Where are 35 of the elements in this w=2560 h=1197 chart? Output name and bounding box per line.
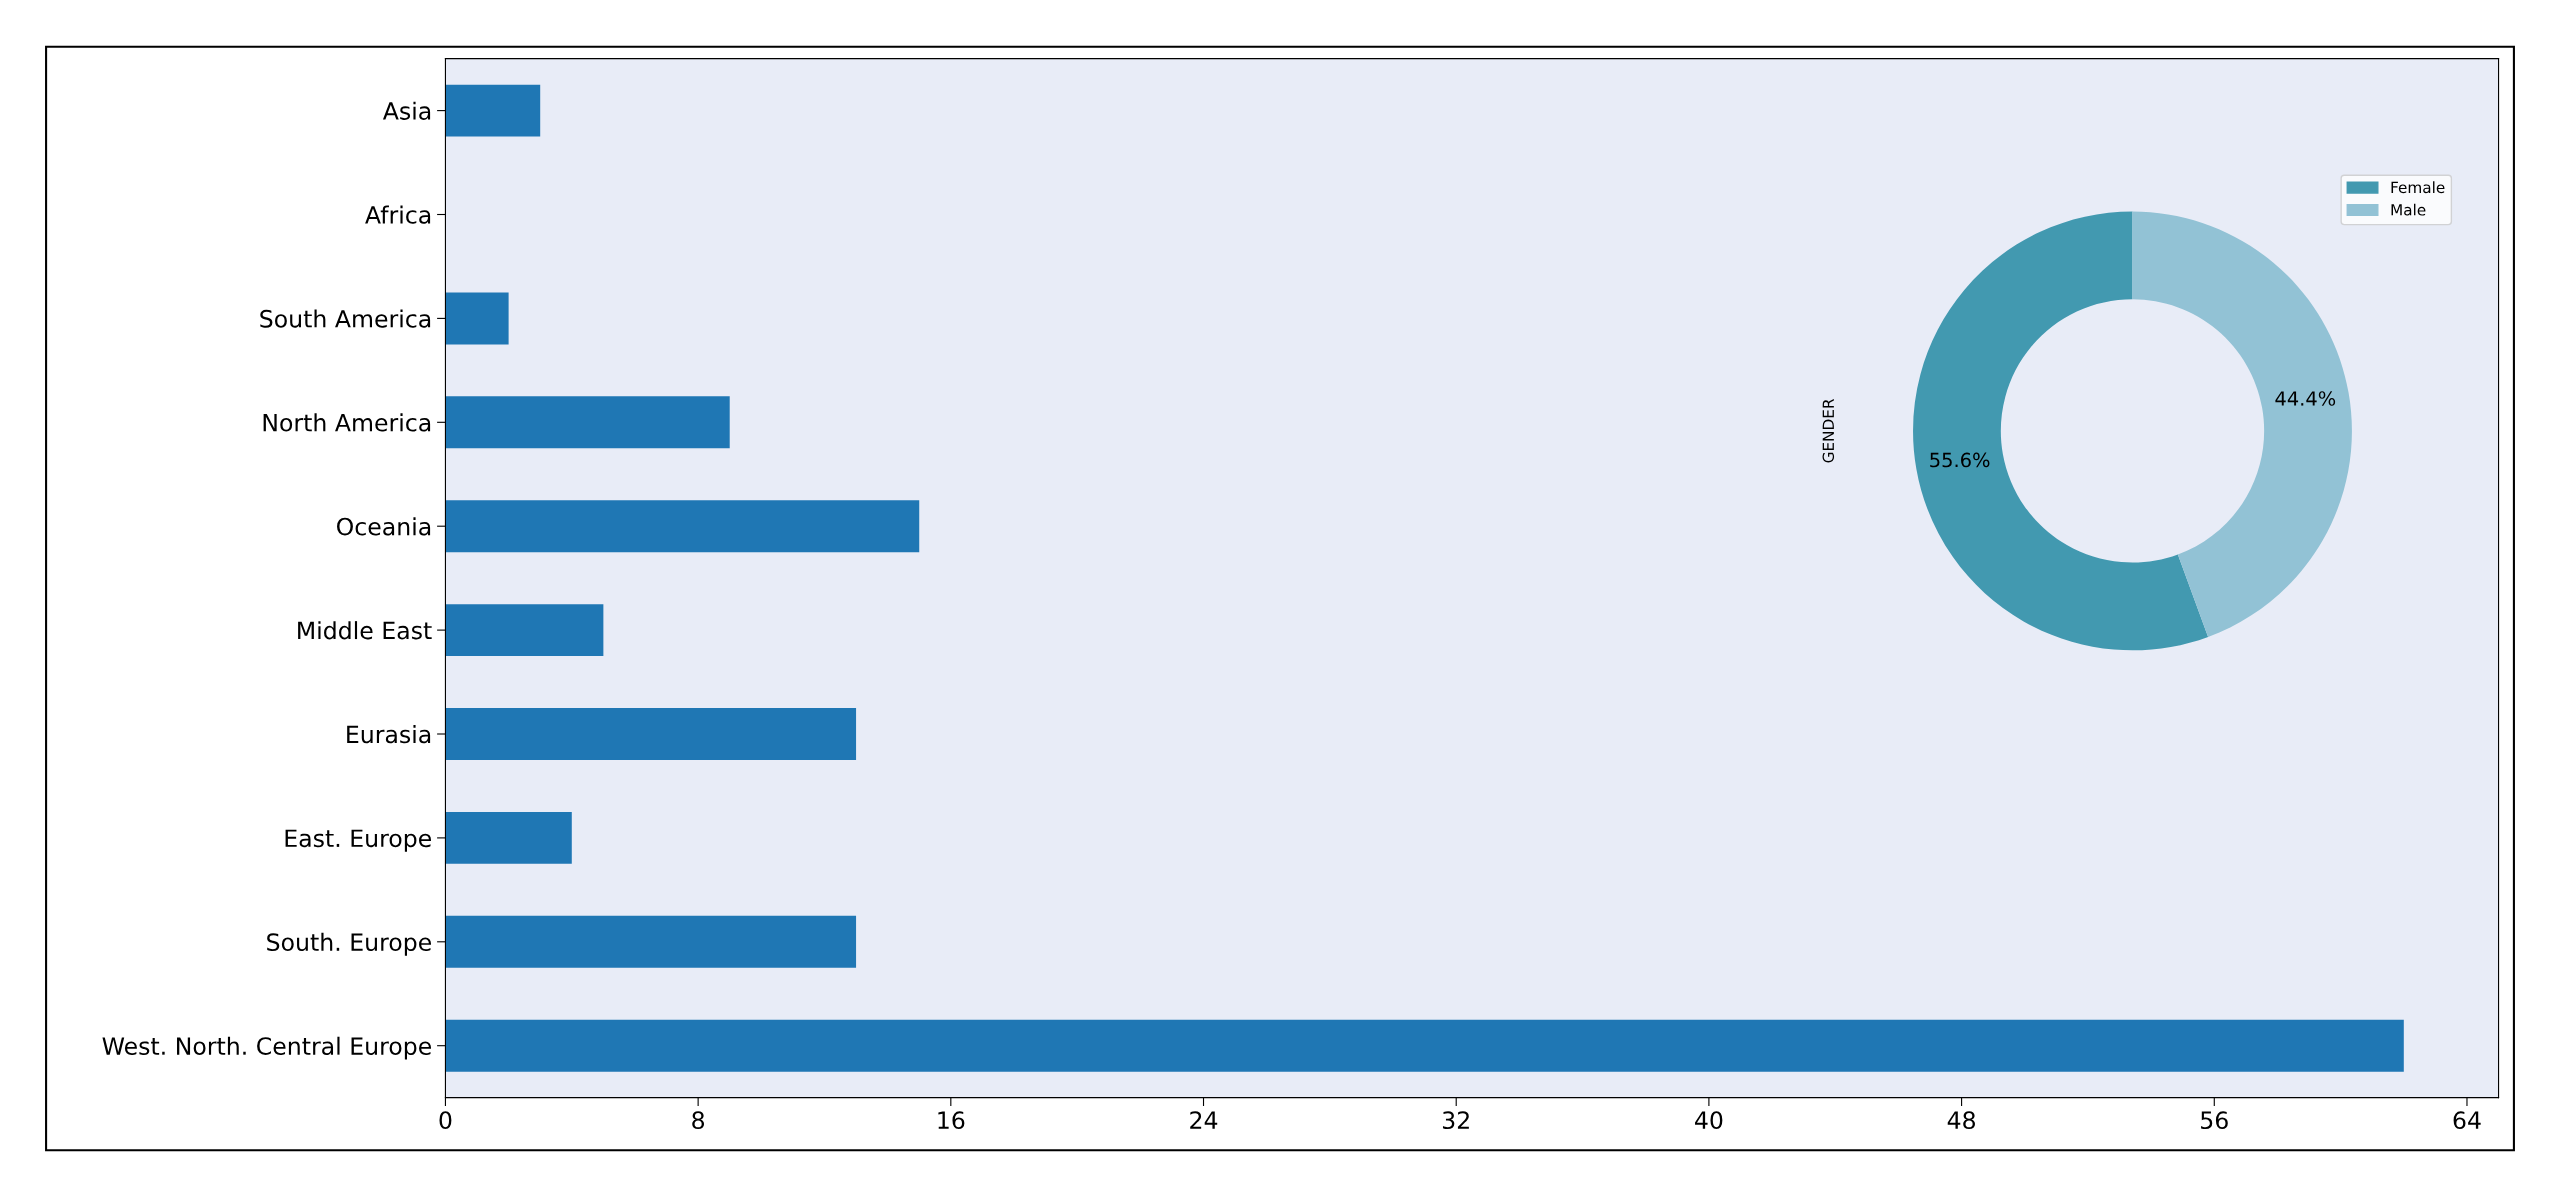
bar [445, 84, 541, 137]
x-tick-label: 0 [439, 1111, 452, 1130]
bar [445, 604, 604, 657]
y-tick-label: North America [263, 413, 431, 432]
legend-label: Female [2391, 181, 2445, 194]
x-tick-label: 64 [2453, 1111, 2481, 1130]
y-tick-label: Oceania [337, 517, 431, 536]
bar [445, 811, 572, 864]
y-tick-label: South America [260, 309, 431, 328]
data-label: 44.4% [2275, 391, 2336, 406]
donut-slice [2132, 211, 2352, 637]
bar [445, 500, 920, 553]
x-tick-label: 32 [1442, 1111, 1469, 1130]
bar [445, 915, 857, 968]
x-tick-label: 24 [1190, 1111, 1218, 1129]
x-tick-label: 8 [692, 1111, 705, 1130]
y-tick-label: Eurasia [347, 725, 431, 744]
y-tick-label: Asia [382, 101, 431, 120]
data-label: 55.6% [1930, 452, 1990, 468]
bar [445, 708, 857, 760]
y-tick-label: West. North. Central Europe [102, 1036, 431, 1060]
legend-label: Male [2391, 203, 2426, 216]
y-tick-label: South. Europe [267, 932, 431, 956]
y-tick-label: Africa [365, 205, 431, 224]
x-tick-label: 56 [2201, 1111, 2228, 1130]
bar [445, 396, 730, 449]
x-tick-label: 40 [1695, 1111, 1723, 1130]
donut-slice [1913, 211, 2209, 651]
bar [445, 292, 509, 345]
text: GENDER [1822, 398, 1835, 463]
x-tick-label: 16 [938, 1111, 965, 1130]
y-tick-label: Middle East [298, 621, 432, 640]
y-tick-label: East. Europe [285, 829, 431, 852]
x-tick-label: 48 [1947, 1111, 1975, 1130]
bar [445, 1019, 2404, 1072]
